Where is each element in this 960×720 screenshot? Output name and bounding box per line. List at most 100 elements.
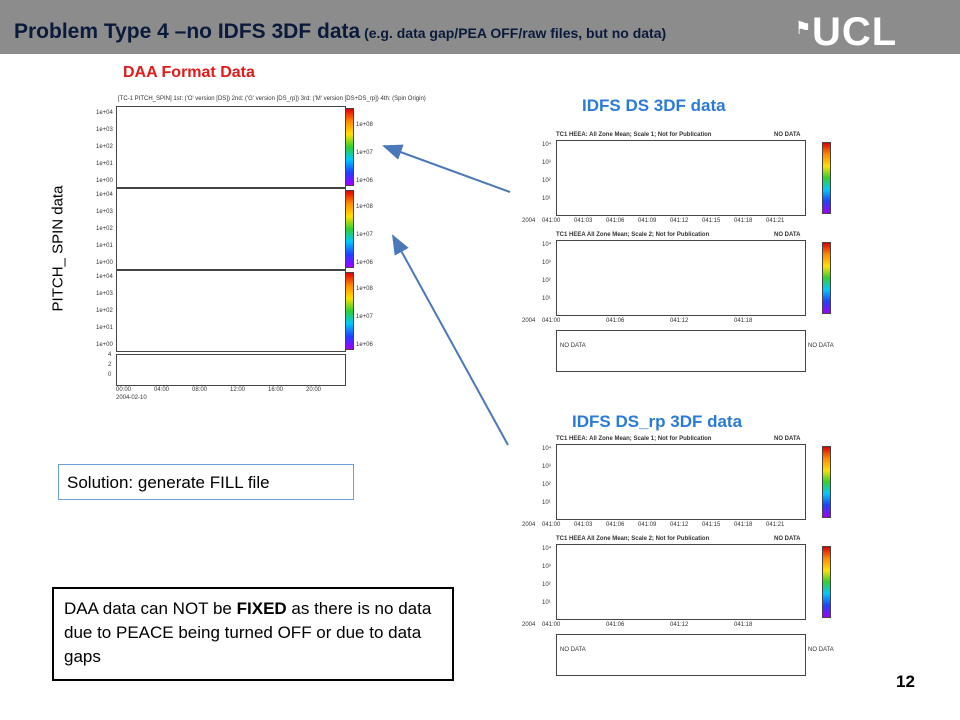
tick-label: 20:00: [306, 387, 322, 393]
colorbar: [345, 190, 354, 268]
tick-label: 1e+02: [96, 226, 113, 232]
dsrp-panel-3: [556, 634, 806, 676]
ds-panel-2: [556, 240, 806, 316]
tick-label: 10³: [542, 260, 551, 266]
tick-label: 1e+08: [356, 122, 373, 128]
tick-label: 16:00: [268, 387, 284, 393]
tick-label: 10⁴: [542, 242, 552, 248]
tick-label: 10³: [542, 160, 551, 166]
tick-label: 041:03: [574, 522, 593, 528]
tick-label: 1e+00: [96, 342, 113, 348]
tick-label: 041:18: [734, 522, 753, 528]
tick-label: 041:18: [734, 622, 753, 628]
tick-label: 041:18: [734, 218, 753, 224]
tick-label: 2: [108, 362, 112, 368]
page-number: 12: [896, 672, 915, 691]
year-label: 2004: [522, 318, 536, 324]
tick-label: 1e+01: [96, 243, 113, 249]
tick-label: 10¹: [542, 196, 551, 202]
colorbar: [822, 546, 831, 618]
note-text-c: as there is no data due to PEACE being t…: [64, 599, 432, 666]
tick-label: 1e+06: [356, 178, 373, 184]
nodata-label: NO DATA: [774, 232, 801, 238]
idfs-dsrp-plot: TC1 HEEA: All Zone Mean; Scale 1; Not fo…: [512, 432, 852, 688]
colorbar: [822, 446, 831, 518]
tick-label: 10²: [542, 582, 551, 588]
year-label: 2004: [522, 218, 536, 224]
tick-label: 041:12: [670, 218, 689, 224]
tick-label: 1e+04: [96, 274, 113, 280]
slide-title-main: Problem Type 4 –no IDFS 3DF data: [14, 20, 361, 43]
tick-label: 041:12: [670, 318, 689, 324]
tick-label: 08:00: [192, 387, 208, 393]
arrow-ds: [382, 144, 511, 193]
tick-label: 4: [108, 352, 112, 358]
tick-label: 041:06: [606, 318, 625, 324]
idfs-ds-plot: TC1 HEEA: All Zone Mean; Scale 1; Not fo…: [512, 128, 852, 384]
tick-label: 1e+07: [356, 232, 373, 238]
tick-label: 041:09: [638, 522, 657, 528]
tick-label: 041:00: [542, 522, 561, 528]
nodata-label: NO DATA: [774, 132, 801, 138]
plot-header: TC1 HEEA: All Zone Mean; Scale 1; Not fo…: [556, 436, 712, 442]
tick-label: 1e+03: [96, 291, 113, 297]
tick-label: 10²: [542, 482, 551, 488]
tick-label: 1e+01: [96, 325, 113, 331]
colorbar: [822, 142, 831, 214]
tick-label: 1e+00: [96, 178, 113, 184]
tick-label: 1e+08: [356, 204, 373, 210]
date-label: 2004-02-10: [116, 395, 147, 401]
year-label: 2004: [522, 622, 536, 628]
tick-label: 1e+07: [356, 314, 373, 320]
tick-label: 1e+02: [96, 144, 113, 150]
tick-label: 1e+03: [96, 127, 113, 133]
plot-header: TC1 HEEA All Zone Mean; Scale 2; Not for…: [556, 536, 710, 542]
slide-title: Problem Type 4 –no IDFS 3DF data (e.g. d…: [14, 20, 666, 44]
daa-panel-1: [116, 106, 346, 188]
tick-label: 041:00: [542, 622, 561, 628]
dsrp-panel-1: [556, 444, 806, 520]
daa-panel-3: [116, 270, 346, 352]
tick-label: 10³: [542, 564, 551, 570]
tick-label: 10⁴: [542, 142, 552, 148]
nodata-label: NO DATA: [774, 436, 801, 442]
nodata-label: NO DATA: [560, 343, 586, 349]
tick-label: 041:18: [734, 318, 753, 324]
tick-label: 1e+00: [96, 260, 113, 266]
tick-label: 041:06: [606, 218, 625, 224]
tick-label: 1e+06: [356, 260, 373, 266]
tick-label: 041:06: [606, 622, 625, 628]
tick-label: 1e+04: [96, 192, 113, 198]
note-box: DAA data can NOT be FIXED as there is no…: [52, 587, 454, 681]
tick-label: 041:03: [574, 218, 593, 224]
tick-label: 10²: [542, 178, 551, 184]
tick-label: 041:21: [766, 522, 785, 528]
daa-header: [TC-1 PITCH_SPIN] 1st: ('O' version [DS]…: [118, 96, 426, 102]
tick-label: 1e+01: [96, 161, 113, 167]
solution-box: Solution: generate FILL file: [58, 464, 354, 500]
nodata-label: NO DATA: [808, 647, 834, 653]
daa-plot: [TC-1 PITCH_SPIN] 1st: ('O' version [DS]…: [82, 92, 426, 402]
tick-label: 1e+08: [356, 286, 373, 292]
note-text-fixed: FIXED: [236, 599, 287, 618]
tick-label: 041:12: [670, 622, 689, 628]
daa-flag-panel: [116, 354, 346, 386]
plot-header: TC1 HEEA: All Zone Mean; Scale 1; Not fo…: [556, 132, 712, 138]
note-text-a: DAA data can NOT be: [64, 599, 237, 618]
colorbar: [345, 272, 354, 350]
tick-label: 10¹: [542, 296, 551, 302]
tick-label: 10⁴: [542, 446, 552, 452]
tick-label: 1e+07: [356, 150, 373, 156]
nodata-label: NO DATA: [808, 343, 834, 349]
tick-label: 1e+02: [96, 308, 113, 314]
tick-label: 041:00: [542, 218, 561, 224]
tick-label: 1e+06: [356, 342, 373, 348]
year-label: 2004: [522, 522, 536, 528]
title-bar: Problem Type 4 –no IDFS 3DF data (e.g. d…: [0, 0, 960, 54]
daa-panel-2: [116, 188, 346, 270]
ucl-logo: UCL: [812, 10, 898, 54]
ds-panel-3: [556, 330, 806, 372]
colorbar: [822, 242, 831, 314]
tick-label: 1e+03: [96, 209, 113, 215]
